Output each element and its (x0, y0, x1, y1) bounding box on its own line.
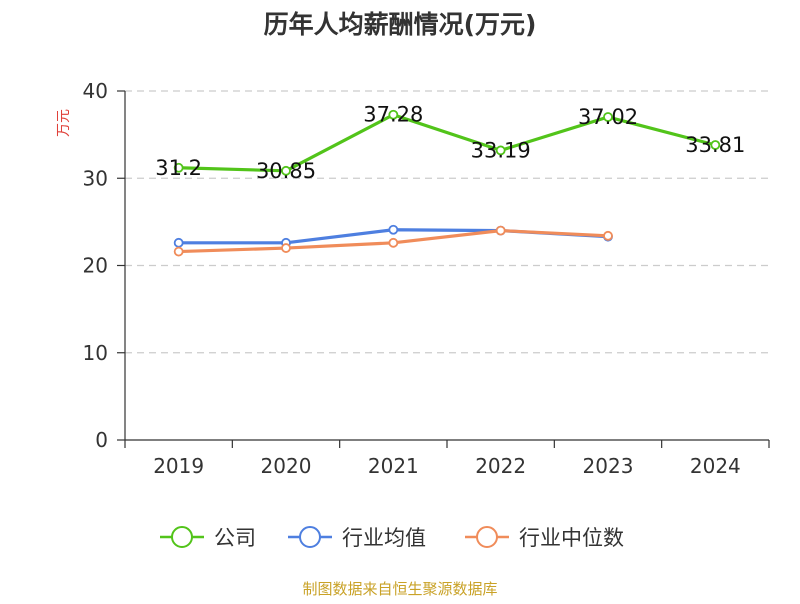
y-tick-label: 20 (83, 254, 108, 278)
x-tick-label: 2022 (475, 454, 526, 478)
data-label: 30.85 (256, 159, 316, 183)
legend-marker (299, 526, 321, 548)
data-label: 37.28 (363, 103, 423, 127)
legend-marker (476, 526, 498, 548)
x-tick-label: 2019 (153, 454, 204, 478)
legend-item: 行业中位数 (465, 526, 624, 550)
data-point (173, 237, 184, 248)
legend-label: 行业均值 (342, 526, 426, 550)
y-tick-label: 0 (95, 428, 108, 452)
data-label: 33.19 (471, 138, 531, 162)
data-point (388, 237, 399, 248)
x-tick-label: 2023 (583, 454, 634, 478)
data-point (603, 112, 613, 122)
data-label: 33.81 (685, 133, 745, 157)
data-point (173, 162, 184, 173)
data-point (173, 246, 184, 257)
legend: 公司 行业均值 行业中位数 (160, 526, 624, 550)
y-tick-label: 10 (83, 341, 108, 365)
data-point (281, 165, 291, 176)
grid-lines (125, 90, 769, 354)
y-tick-label: 40 (83, 79, 108, 103)
source-note: 制图数据来自恒生聚源数据库 (302, 580, 497, 598)
data-point (710, 140, 721, 150)
chart-title: 历年人均薪酬情况(万元) (264, 10, 537, 39)
legend-label: 行业中位数 (519, 526, 624, 550)
series-line-0 (178, 113, 716, 173)
axes: 0 10 20 30 40 2019 2020 2021 2022 2023 2024 (83, 79, 770, 478)
legend-item: 公司 (160, 526, 256, 550)
data-point (388, 109, 399, 120)
data-labels: 31.2 30.85 37.28 33.19 37.02 33.81 (155, 103, 745, 183)
y-axis-label: 万元 (56, 109, 72, 137)
data-point (495, 225, 506, 236)
series-lines (173, 109, 721, 257)
x-tick-label: 2020 (261, 454, 312, 478)
data-point (603, 230, 613, 241)
data-label: 31.2 (155, 156, 202, 180)
y-tick-label: 30 (83, 166, 108, 190)
data-point (495, 145, 506, 156)
legend-marker (171, 526, 193, 548)
x-tick-label: 2024 (690, 454, 741, 478)
legend-label: 公司 (214, 526, 256, 550)
x-tick-label: 2021 (368, 454, 419, 478)
data-label: 37.02 (578, 105, 638, 129)
legend-item: 行业均值 (288, 526, 426, 550)
data-point (281, 243, 291, 253)
data-point (388, 224, 399, 235)
